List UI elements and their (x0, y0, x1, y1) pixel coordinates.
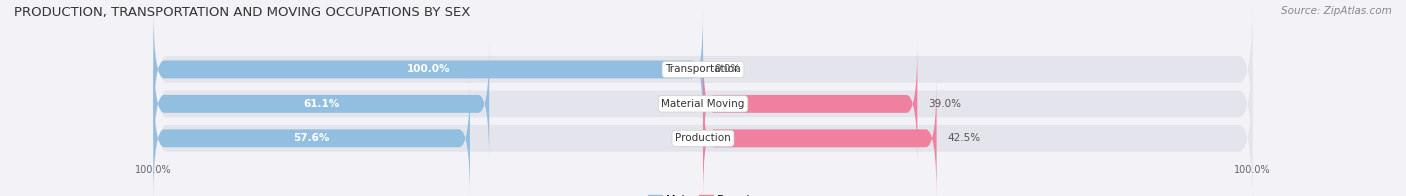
FancyBboxPatch shape (153, 9, 703, 129)
FancyBboxPatch shape (153, 31, 1253, 177)
Text: Production: Production (675, 133, 731, 143)
Text: 61.1%: 61.1% (304, 99, 339, 109)
Text: PRODUCTION, TRANSPORTATION AND MOVING OCCUPATIONS BY SEX: PRODUCTION, TRANSPORTATION AND MOVING OC… (14, 6, 471, 19)
FancyBboxPatch shape (153, 66, 1253, 196)
FancyBboxPatch shape (153, 44, 489, 164)
Text: Transportation: Transportation (665, 64, 741, 74)
FancyBboxPatch shape (703, 78, 936, 196)
Text: 57.6%: 57.6% (294, 133, 330, 143)
Text: 42.5%: 42.5% (948, 133, 981, 143)
FancyBboxPatch shape (153, 78, 470, 196)
Text: 39.0%: 39.0% (928, 99, 962, 109)
FancyBboxPatch shape (703, 44, 917, 164)
FancyBboxPatch shape (153, 0, 1253, 142)
Legend: Male, Female: Male, Female (644, 190, 762, 196)
Text: Material Moving: Material Moving (661, 99, 745, 109)
Text: 0.0%: 0.0% (714, 64, 740, 74)
Text: 100.0%: 100.0% (406, 64, 450, 74)
Text: Source: ZipAtlas.com: Source: ZipAtlas.com (1281, 6, 1392, 16)
